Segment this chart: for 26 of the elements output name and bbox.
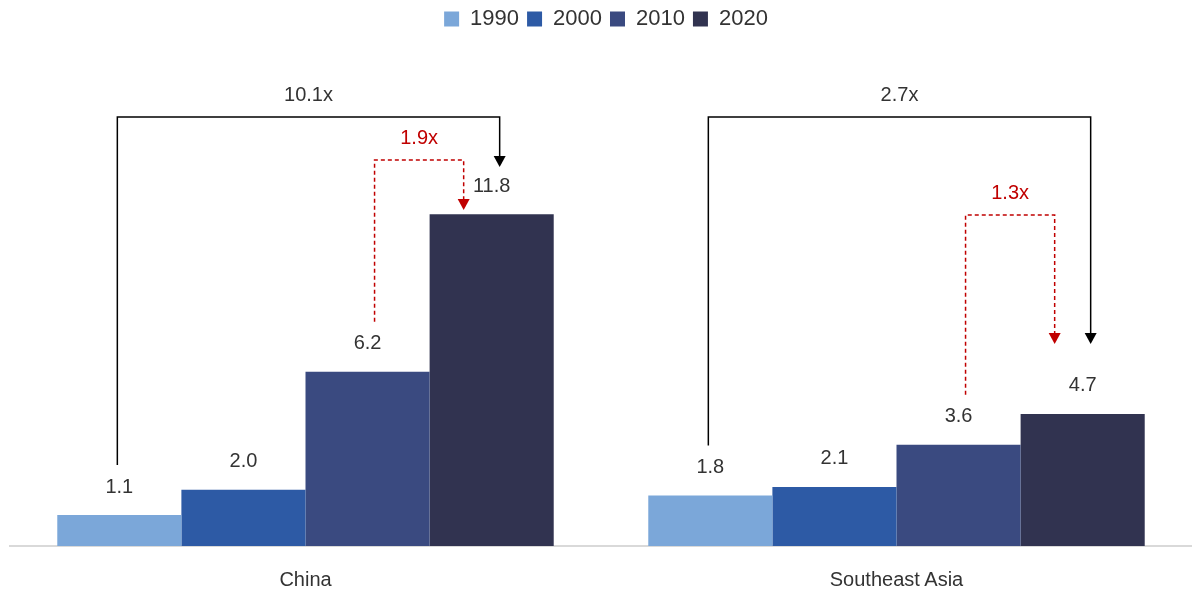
x-tick-label: Southeast Asia <box>829 567 965 590</box>
data-label: 11.8 <box>472 173 511 196</box>
bar <box>57 515 182 546</box>
text: 2.7x <box>880 83 919 105</box>
x-tick-label: China <box>279 567 333 590</box>
data-label: 1.1 <box>105 474 134 497</box>
data-label: 2.0 <box>229 449 258 472</box>
data-label: 3.6 <box>944 404 973 427</box>
legend-label: 2020 <box>718 5 768 31</box>
bar <box>1020 413 1145 546</box>
legend-label: 1990 <box>470 5 520 31</box>
bar <box>429 214 554 546</box>
data-label: 6.2 <box>353 331 382 354</box>
legend-label: 2000 <box>553 5 603 31</box>
bar <box>772 486 897 546</box>
bar <box>181 489 306 546</box>
text: 10.1x <box>284 83 333 105</box>
legend-label: 2010 <box>636 5 685 31</box>
bar <box>648 495 773 546</box>
bar <box>896 444 1021 546</box>
data-label: 4.7 <box>1068 373 1097 396</box>
bar <box>305 371 430 546</box>
text: 1.9x <box>400 126 439 148</box>
data-label: 2.1 <box>820 446 849 469</box>
data-label: 1.8 <box>696 454 725 477</box>
text: 1.3x <box>991 181 1030 203</box>
